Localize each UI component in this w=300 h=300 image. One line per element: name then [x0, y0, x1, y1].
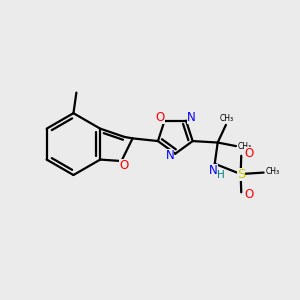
Text: CH₃: CH₃ [237, 142, 251, 151]
Text: O: O [119, 159, 128, 172]
Text: S: S [237, 167, 245, 181]
Text: O: O [244, 147, 253, 160]
Text: O: O [244, 188, 253, 201]
Text: N: N [187, 111, 196, 124]
Text: N: N [166, 149, 174, 162]
Text: CH₃: CH₃ [266, 167, 280, 176]
Text: N: N [209, 164, 218, 177]
Text: H: H [218, 170, 225, 180]
Text: O: O [155, 111, 165, 124]
Text: CH₃: CH₃ [219, 114, 233, 123]
